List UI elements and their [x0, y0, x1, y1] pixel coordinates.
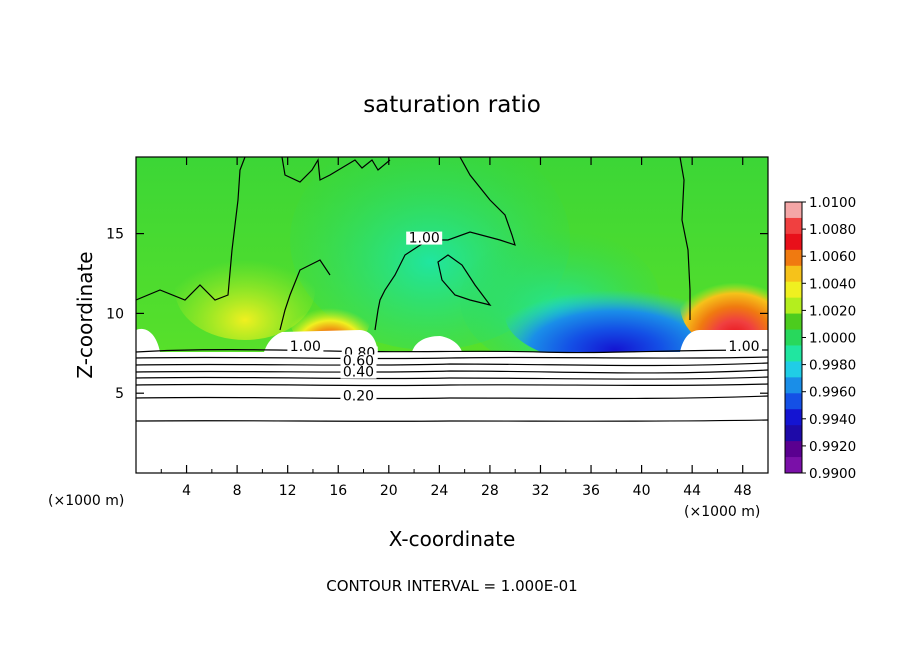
x-tick-label: 20: [380, 483, 398, 499]
colorbar-swatch: [785, 202, 802, 219]
colorbar-swatch: [785, 393, 802, 410]
colorbar-swatch: [785, 313, 802, 331]
colorbar: 1.0100 1.0080 1.0060 1.0040 1.0020 1.0000 0.99…: [784, 195, 856, 482]
colorbar-label: 0.9940: [809, 412, 856, 428]
x-tick-label: 40: [633, 483, 651, 499]
colorbar-swatch: [785, 457, 802, 474]
contour-label: 0.60: [343, 353, 374, 369]
cloud-patch-4: [136, 328, 160, 352]
contour-label-bg: [340, 389, 377, 403]
colorbar-label: 1.0060: [809, 249, 856, 265]
colorbar-swatch: [785, 441, 802, 458]
contour-interval-note: CONTOUR INTERVAL = 1.000E-01: [326, 577, 577, 595]
x-axis: 4 8 12 16 20 24 28 32 36 40 44 48: [160, 157, 752, 499]
colorbar-swatch: [785, 409, 802, 426]
x-axis-label: X-coordinate: [389, 527, 516, 551]
x-units-right: (×1000 m): [684, 504, 760, 520]
chart-title: saturation ratio: [363, 92, 541, 118]
contour-1-00-bubble: [437, 254, 492, 306]
contour-0-20: [136, 395, 768, 400]
colorbar-swatch: [785, 425, 802, 442]
x-tick-label: 28: [481, 483, 499, 499]
contour-label-bg: [340, 365, 377, 379]
y-tick-label: 15: [106, 227, 124, 243]
contour-0-40-b: [136, 376, 768, 380]
colorbar-swatch: [785, 217, 802, 235]
contour-label: 1.00: [409, 231, 440, 247]
colorbar-swatch: [785, 297, 802, 315]
contour-label-bg: [340, 354, 377, 368]
colorbar-label: 1.0000: [809, 331, 856, 347]
x-tick-label: 48: [734, 483, 752, 499]
contour-1-00-center: [374, 157, 516, 331]
contour-label-bg: [287, 340, 324, 354]
contour-0-10: [136, 419, 768, 422]
contour-0-80: [136, 356, 768, 360]
contour-label-bg: [406, 231, 443, 245]
field-warm-right: [680, 260, 768, 350]
x-tick-label: 12: [279, 483, 297, 499]
y-axis: 5 10 15: [106, 227, 768, 402]
field-stable-layer: [136, 352, 768, 473]
x-tick-label: 16: [329, 483, 347, 499]
contour-0-30: [136, 383, 768, 387]
colorbar-swatch: [785, 345, 802, 362]
colorbar-label: 0.9960: [809, 385, 856, 401]
colorbar-swatch: [785, 361, 802, 378]
x-tick-label: 32: [532, 483, 550, 499]
contour-labels: 1.001.00 0.800.600.400.201.00: [287, 231, 762, 405]
contour-label: 1.00: [290, 339, 321, 355]
y-tick-label: 10: [106, 306, 124, 322]
cloud-patch-2: [412, 336, 462, 352]
contour-0-40-a: [136, 369, 768, 374]
x-tick-label: 44: [683, 483, 701, 499]
contour-label-bg: [725, 340, 762, 354]
colorbar-swatch: [785, 329, 802, 346]
colorbar-swatch: [785, 265, 802, 283]
colorbar-label: 0.9920: [809, 439, 856, 455]
colorbar-swatch: [785, 233, 802, 251]
plot-frame: [135, 156, 769, 474]
colorbar-swatch: [785, 281, 802, 299]
contour-label: 1.00: [728, 339, 759, 355]
colorbar-label: 0.9900: [809, 466, 856, 482]
contour-1-00-top: [281, 157, 391, 183]
field-subsaturated: [505, 265, 725, 365]
colorbar-label: 1.0040: [809, 276, 856, 292]
y-axis-label: Z-coordinate: [73, 251, 97, 378]
y-tick-label: 5: [115, 386, 124, 402]
field-yellow-left: [175, 240, 315, 340]
contour-label: 0.20: [343, 389, 374, 405]
x-tick-label: 24: [430, 483, 448, 499]
colorbar-swatch: [785, 249, 802, 267]
x-units-left: (×1000 m): [48, 493, 124, 509]
colorbar-swatch: [785, 377, 802, 394]
contour-1-00-right: [679, 157, 691, 320]
colorbar-label: 1.0020: [809, 303, 856, 319]
contour-0-60: [136, 362, 768, 367]
contour-stable-top: [136, 349, 768, 354]
contour-1-00-mid: [279, 259, 331, 331]
saturation-field: 1.001.00 0.800.600.400.201.00: [136, 157, 768, 473]
x-tick-label: 36: [582, 483, 600, 499]
contour-1-00-left: [136, 157, 246, 301]
contour-lines: [136, 157, 768, 422]
x-tick-label: 4: [182, 483, 191, 499]
colorbar-label: 1.0080: [809, 222, 856, 238]
colorbar-label: 1.0100: [809, 195, 856, 211]
contour-label: 0.40: [343, 365, 374, 381]
x-tick-label: 8: [233, 483, 242, 499]
colorbar-label: 0.9980: [809, 358, 856, 374]
